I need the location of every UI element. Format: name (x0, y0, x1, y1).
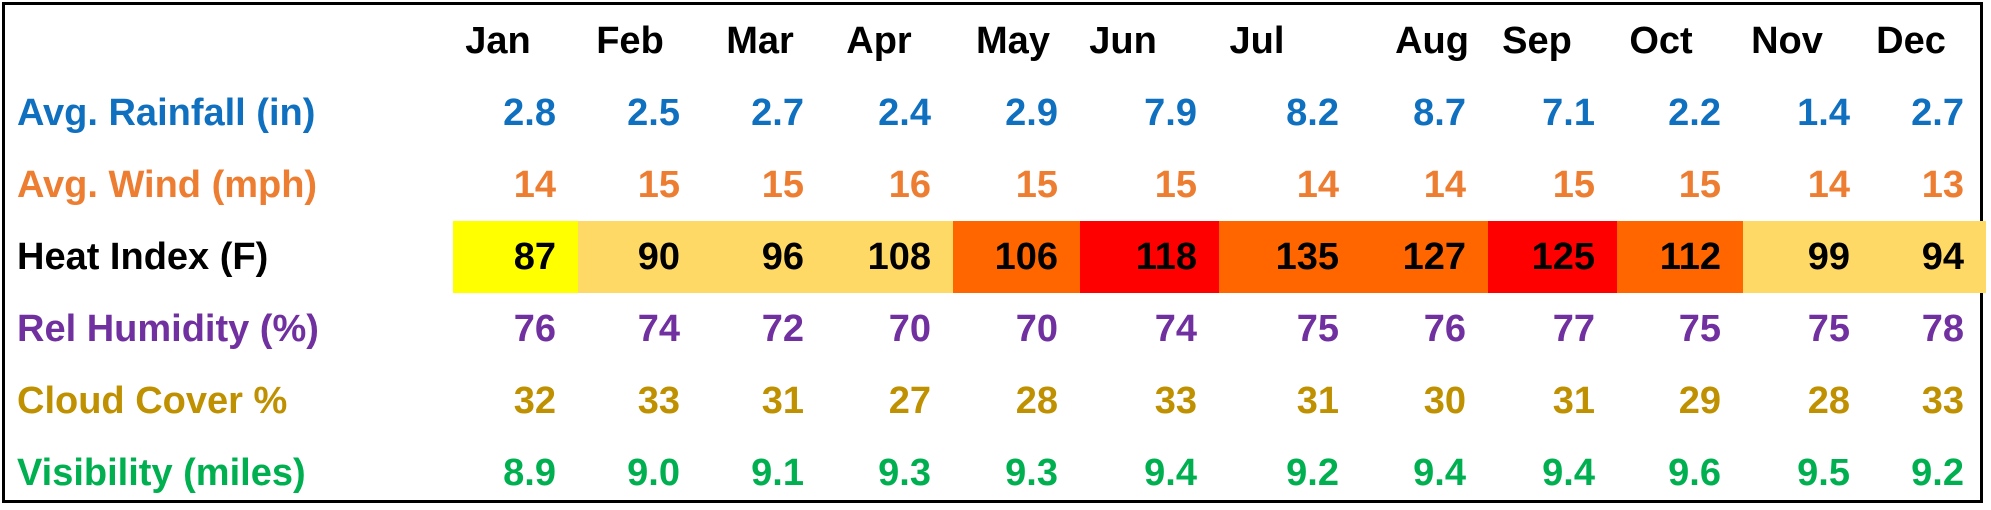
table-cell: 9.2 (1286, 452, 1339, 494)
table-cell: 7.1 (1542, 92, 1595, 134)
table-cell: 31 (1552, 380, 1595, 422)
row-label: Heat Index (F) (17, 236, 269, 278)
table-cell: 15 (1154, 164, 1197, 206)
table-cell: 8.2 (1286, 92, 1339, 134)
table-cell: 9.3 (1005, 452, 1058, 494)
table-cell: 70 (888, 308, 931, 350)
month-header-jul: Jul (1229, 20, 1285, 62)
row-label: Avg. Rainfall (in) (17, 92, 316, 134)
table-cell: 28 (1807, 380, 1850, 422)
table-row: Avg. Wind (mph) 14 15 15 16 15 15 14 14 15 15 14 13 (5, 149, 1980, 221)
row-label: Visibility (miles) (17, 452, 306, 494)
table-cell: 75 (1807, 308, 1850, 350)
table-cell: 9.2 (1911, 452, 1964, 494)
table-row: Visibility (miles) 8.9 9.0 9.1 9.3 9.3 9.4 9.2 9… (5, 437, 1980, 509)
header-row: Jan Feb Mar Apr May Jun Jul Aug Sep Oct Nov Dec (5, 0, 1980, 71)
table-cell: 87 (453, 221, 578, 293)
table-cell: 1.4 (1797, 92, 1850, 134)
table-cell: 14 (1423, 164, 1466, 206)
climate-table-grid: Jan Feb Mar Apr May Jun Jul Aug Sep Oct Nov Dec Avg.… (5, 5, 1986, 500)
month-header-mar: Mar (726, 20, 794, 62)
table-cell: 76 (513, 308, 556, 350)
table-cell: 9.0 (627, 452, 680, 494)
table-cell: 2.7 (751, 92, 804, 134)
table-cell: 2.5 (627, 92, 680, 134)
table-cell: 9.4 (1413, 452, 1466, 494)
table-cell: 118 (1080, 221, 1219, 293)
table-cell: 112 (1617, 221, 1743, 293)
table-cell: 9.4 (1144, 452, 1197, 494)
table-cell: 29 (1678, 380, 1721, 422)
table-cell: 75 (1678, 308, 1721, 350)
table-cell: 33 (637, 380, 680, 422)
table-cell: 9.1 (751, 452, 804, 494)
table-cell: 2.9 (1005, 92, 1058, 134)
table-cell: 74 (1154, 308, 1197, 350)
table-cell: 96 (702, 221, 826, 293)
table-cell: 74 (637, 308, 680, 350)
table-cell: 9.6 (1668, 452, 1721, 494)
table-cell: 8.7 (1413, 92, 1466, 134)
row-label: Rel Humidity (%) (17, 308, 319, 350)
table-cell: 16 (888, 164, 931, 206)
table-cell: 7.9 (1144, 92, 1197, 134)
table-cell: 14 (1807, 164, 1850, 206)
table-cell: 31 (1296, 380, 1339, 422)
table-cell: 28 (1015, 380, 1058, 422)
table-cell: 33 (1154, 380, 1197, 422)
table-cell: 76 (1423, 308, 1466, 350)
table-cell: 9.5 (1797, 452, 1850, 494)
table-cell: 135 (1219, 221, 1361, 293)
month-header-apr: Apr (846, 20, 912, 62)
table-cell: 14 (513, 164, 556, 206)
month-header-sep: Sep (1502, 20, 1572, 62)
table-cell: 2.7 (1911, 92, 1964, 134)
table-cell: 15 (637, 164, 680, 206)
month-header-jun: Jun (1089, 20, 1157, 62)
table-cell: 99 (1743, 221, 1872, 293)
table-cell: 31 (761, 380, 804, 422)
table-cell: 33 (1921, 380, 1964, 422)
table-cell: 15 (761, 164, 804, 206)
climate-table: Jan Feb Mar Apr May Jun Jul Aug Sep Oct Nov Dec Avg.… (2, 2, 1986, 503)
table-cell: 72 (761, 308, 804, 350)
table-cell: 30 (1423, 380, 1466, 422)
table-cell: 70 (1015, 308, 1058, 350)
row-label: Cloud Cover % (17, 380, 288, 422)
table-cell: 94 (1872, 221, 1986, 293)
table-cell: 125 (1488, 221, 1617, 293)
table-row: Heat Index (F) 87 90 96 108 106 118 135 127 125 11… (5, 221, 1986, 293)
month-header-oct: Oct (1629, 20, 1693, 62)
table-cell: 32 (513, 380, 556, 422)
row-label: Avg. Wind (mph) (17, 164, 318, 206)
table-cell: 15 (1552, 164, 1595, 206)
table-row: Cloud Cover % 32 33 31 27 28 33 31 30 31 29 28 33 (5, 365, 1980, 437)
table-cell: 9.4 (1542, 452, 1595, 494)
table-cell: 90 (578, 221, 702, 293)
table-cell: 2.8 (503, 92, 556, 134)
table-cell: 13 (1921, 164, 1964, 206)
table-cell: 2.4 (878, 92, 931, 134)
month-header-aug: Aug (1395, 20, 1469, 62)
table-cell: 127 (1361, 221, 1488, 293)
table-cell: 78 (1921, 308, 1964, 350)
table-cell: 108 (826, 221, 953, 293)
month-header-jan: Jan (465, 20, 531, 62)
table-cell: 2.2 (1668, 92, 1721, 134)
table-cell: 27 (888, 380, 931, 422)
table-cell: 106 (953, 221, 1080, 293)
month-header-nov: Nov (1751, 20, 1823, 62)
table-cell: 8.9 (503, 452, 556, 494)
month-header-may: May (976, 20, 1050, 62)
table-cell: 15 (1678, 164, 1721, 206)
table-cell: 75 (1296, 308, 1339, 350)
table-cell: 14 (1296, 164, 1339, 206)
table-cell: 15 (1015, 164, 1058, 206)
month-header-dec: Dec (1876, 20, 1946, 62)
table-cell: 9.3 (878, 452, 931, 494)
table-cell: 77 (1552, 308, 1595, 350)
table-row: Rel Humidity (%) 76 74 72 70 70 74 75 76 77 75 75 78 (5, 293, 1980, 365)
table-row: Avg. Rainfall (in) 2.8 2.5 2.7 2.4 2.9 7.9 8.2 8… (5, 77, 1980, 149)
month-header-feb: Feb (596, 20, 664, 62)
